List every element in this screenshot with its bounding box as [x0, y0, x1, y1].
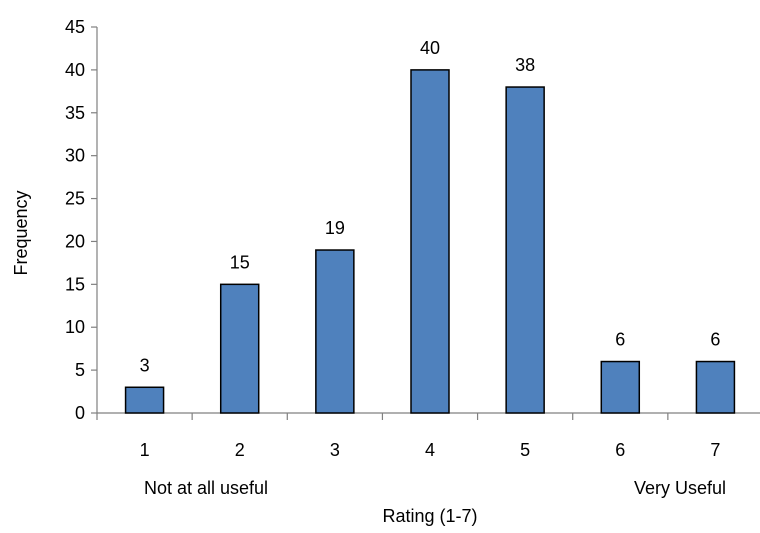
y-tick-label: 40: [65, 60, 85, 80]
x-axis: 1 2 3 4 5 6 7: [96, 412, 760, 460]
y-tick-label: 30: [65, 146, 85, 166]
bar-rating-5: [505, 86, 545, 414]
bar-rating-4: [410, 69, 450, 414]
y-tick-label: 10: [65, 317, 85, 337]
x-tick-label: 4: [425, 440, 435, 460]
y-tick-label: 15: [65, 274, 85, 294]
data-label: 6: [615, 330, 625, 350]
x-tick-label: 5: [520, 440, 530, 460]
data-labels: 3 15 19 40 38 6 6: [140, 38, 721, 375]
x-tick-label: 7: [710, 440, 720, 460]
y-tick-label: 5: [75, 360, 85, 380]
low-end-annotation: Not at all useful: [144, 478, 268, 498]
data-label: 15: [230, 252, 250, 272]
y-tick-label: 45: [65, 17, 85, 37]
y-tick-label: 35: [65, 103, 85, 123]
x-axis-title: Rating (1-7): [382, 506, 477, 526]
x-tick-label: 2: [235, 440, 245, 460]
data-label: 3: [140, 355, 150, 375]
data-label: 40: [420, 38, 440, 58]
data-label: 38: [515, 55, 535, 75]
x-tick-label: 3: [330, 440, 340, 460]
high-end-annotation: Very Useful: [634, 478, 726, 498]
bar-rating-2: [219, 283, 260, 414]
bar-rating-1: [124, 386, 165, 414]
data-label: 19: [325, 218, 345, 238]
y-axis: 0 5 10 15 20 25 30 35 40 45: [65, 17, 98, 423]
x-tick-label: 6: [615, 440, 625, 460]
y-tick-label: 25: [65, 189, 85, 209]
y-tick-label: 20: [65, 231, 85, 251]
y-axis-title: Frequency: [11, 190, 31, 275]
bar-rating-6: [600, 360, 641, 414]
bar-series: [124, 69, 736, 414]
data-label: 6: [710, 330, 720, 350]
bar-rating-3: [315, 249, 355, 414]
y-tick-label: 0: [75, 403, 85, 423]
x-tick-label: 1: [140, 440, 150, 460]
bar-rating-7: [695, 360, 736, 414]
